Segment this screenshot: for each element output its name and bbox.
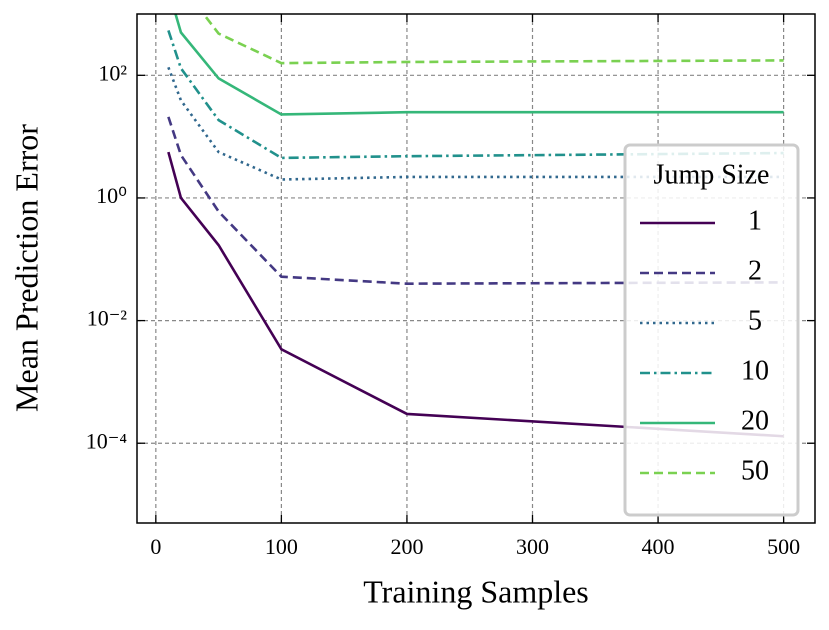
legend: Jump Size 1 2 5 10 20 50 [623, 143, 800, 517]
x-tick-label: 100 [265, 534, 298, 559]
plot-frame [136, 13, 816, 524]
legend-title: Jump Size [654, 159, 770, 190]
series-line [201, 14, 784, 65]
x-axis-label: Training Samples [363, 573, 589, 609]
y-tick-label: 10⁻⁴ [86, 428, 128, 453]
x-tick-label: 400 [642, 534, 675, 559]
legend-label: 50 [741, 455, 769, 486]
legend-label: 2 [748, 255, 762, 286]
legend-label: 20 [741, 405, 769, 436]
x-tick-label: 500 [767, 534, 800, 559]
ticks: 0 100 200 300 400 500 10⁻⁴ 10⁻² 10⁰ 10² [86, 14, 815, 559]
y-tick-label: 10² [98, 60, 127, 85]
series-line [167, 151, 784, 438]
series-line [167, 116, 784, 285]
x-tick-label: 0 [150, 534, 161, 559]
y-tick-label: 10⁻² [87, 306, 128, 331]
series-line [174, 14, 784, 116]
y-axis-label: Mean Prediction Error [8, 124, 44, 412]
y-tick-label: 10⁰ [96, 183, 127, 208]
legend-label: 5 [748, 305, 762, 336]
x-tick-label: 300 [516, 534, 549, 559]
x-tick-label: 200 [390, 534, 423, 559]
series-line [167, 30, 784, 160]
legend-label: 10 [741, 355, 769, 386]
legend-label: 1 [748, 205, 762, 236]
legend-box [623, 143, 800, 517]
lines [167, 14, 784, 438]
